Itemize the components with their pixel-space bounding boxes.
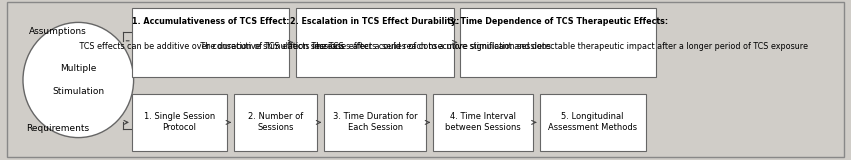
Text: 1. Single Session
Protocol: 1. Single Session Protocol (144, 112, 215, 132)
FancyBboxPatch shape (296, 8, 454, 77)
Text: Assumptions: Assumptions (29, 28, 87, 36)
Text: 3. Time Duration for
Each Session: 3. Time Duration for Each Session (333, 112, 418, 132)
Text: 2. Number of
Sessions: 2. Number of Sessions (248, 112, 303, 132)
Text: The TCS  effects could reach to a more significant and detectable therapeutic im: The TCS effects could reach to a more si… (309, 42, 808, 51)
FancyBboxPatch shape (234, 94, 317, 151)
Text: 5. Longitudinal
Assessment Methods: 5. Longitudinal Assessment Methods (548, 112, 637, 132)
FancyBboxPatch shape (7, 2, 844, 157)
Text: 3. Time Dependence of TCS Therapeutic Effects:: 3. Time Dependence of TCS Therapeutic Ef… (448, 17, 668, 26)
FancyBboxPatch shape (540, 94, 646, 151)
Text: 4. Time Interval
between Sessions: 4. Time Interval between Sessions (445, 112, 521, 132)
Text: The duration of TCS effects increases after a series of consecutive stimulation : The duration of TCS effects increases af… (198, 42, 551, 51)
Ellipse shape (23, 22, 134, 138)
FancyBboxPatch shape (433, 94, 533, 151)
Text: 1. Accumulativeness of TCS Effect:: 1. Accumulativeness of TCS Effect: (132, 17, 289, 26)
FancyBboxPatch shape (132, 8, 289, 77)
Text: Multiple: Multiple (60, 64, 96, 73)
FancyBboxPatch shape (324, 94, 426, 151)
FancyBboxPatch shape (460, 8, 656, 77)
Text: Stimulation: Stimulation (52, 87, 105, 96)
Text: 2. Escalation in TCS Effect Durability:: 2. Escalation in TCS Effect Durability: (290, 17, 460, 26)
Text: TCS effects can be additive over consecutive stimulation sessions: TCS effects can be additive over consecu… (77, 42, 345, 51)
Text: Requirements: Requirements (26, 124, 89, 133)
FancyBboxPatch shape (132, 94, 227, 151)
